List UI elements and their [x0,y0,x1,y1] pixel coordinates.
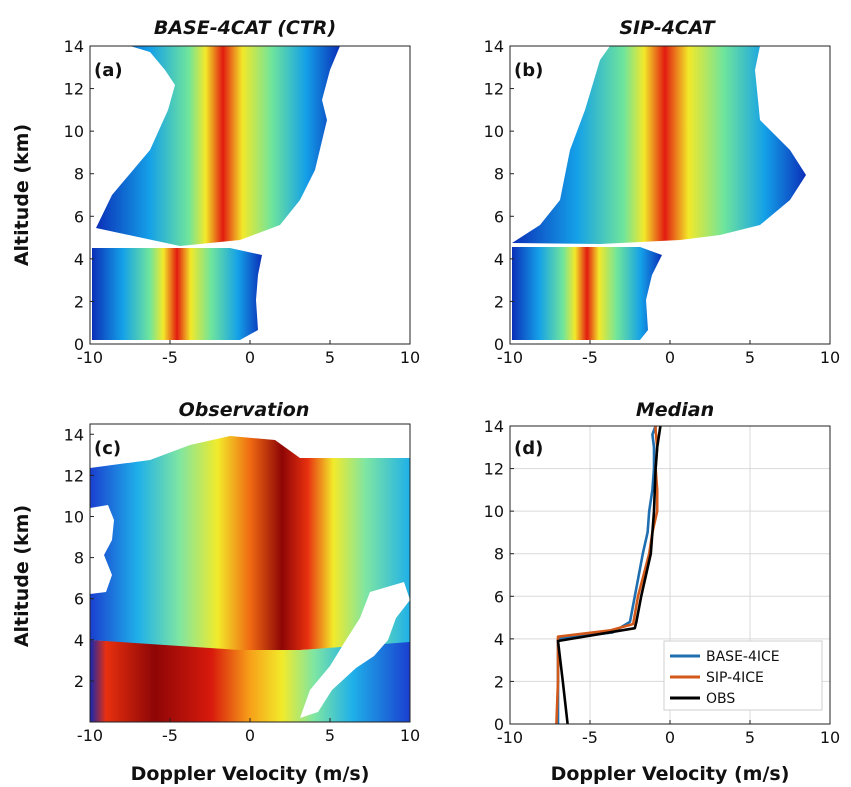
panel-a-xtick-label: 5 [325,348,335,367]
panel-d-ytick-label: 0 [494,715,504,734]
panel-a-xtick-label: 0 [245,348,255,367]
panel-c-xtick-label: 0 [245,726,255,745]
panel-d-xtick-label: 5 [745,728,755,747]
panel-c-ytick-label: 6 [74,590,84,609]
panel-c-label: (c) [94,438,121,459]
panel-d-ytick-label: 14 [484,417,504,436]
panel-d-xtick-label: 0 [665,728,675,747]
panel-c-xlabel: Doppler Velocity (m/s) [131,763,370,785]
panel-a-axes: -10 -5 0 5 10 0 2 4 6 8 10 12 14 [64,37,421,367]
panel-d-xlabel: Doppler Velocity (m/s) [551,763,790,785]
legend-entry: SIP-4ICE [706,670,764,686]
panel-b-xtick-label: -10 [497,348,523,367]
panel-a-upper-density [96,46,340,246]
panel-b-heatmap [512,46,806,340]
panel-d-legend: BASE-4ICE SIP-4ICE OBS [663,640,823,711]
panel-a-ytick-label: 4 [74,250,84,269]
panel-a-ylabel: Altitude (km) [11,124,33,266]
panel-c-ytick-label: 10 [64,507,84,526]
panel-d-ytick-label: 8 [494,545,504,564]
panel-c-ytick-label: 14 [64,425,84,444]
panel-c-ytick-label: 12 [64,466,84,485]
panel-b-xtick-label: 5 [745,348,755,367]
panel-b-xtick-label: -5 [582,348,598,367]
panel-b-ytick-label: 10 [484,122,504,141]
panel-a-heatmap [90,46,340,340]
legend-entry: BASE-4ICE [706,649,780,665]
panel-b-ytick-label: 12 [484,80,504,99]
panel-a-xtick-label: 10 [400,348,420,367]
panel-a-ytick-label: 2 [74,292,84,311]
panel-c-white-patch-right [300,582,410,718]
panel-c: Observation (c) -10 -5 0 5 10 2 4 6 8 10 12 14 Alti… [11,399,420,785]
panel-c-ylabel: Altitude (km) [11,505,33,647]
panel-c-heatmap [90,436,410,722]
panel-a-ytick-label: 8 [74,165,84,184]
panel-a-label: (a) [94,60,123,81]
panel-b-title: SIP-4CAT [619,17,716,39]
panel-b: SIP-4CAT (b) -10 -5 0 5 10 0 2 4 6 8 10 12 14 [484,17,841,367]
panel-b-ytick-label: 2 [494,292,504,311]
panel-d-ytick-label: 12 [484,460,504,479]
panel-a-lower-density [92,248,262,340]
panel-c-axes: -10 -5 0 5 10 2 4 6 8 10 12 14 [64,425,421,745]
panel-b-upper-density [512,46,806,244]
panel-b-ytick-label: 4 [494,250,504,269]
series-line-obs [556,425,662,725]
panel-d-axes: -10 -5 0 5 10 0 2 4 6 8 10 12 14 [484,417,841,747]
panel-b-label: (b) [514,60,543,81]
panel-d-xtick-label: -5 [582,728,598,747]
panel-c-ytick-label: 8 [74,549,84,568]
panel-d: Median (d) -10 -5 0 5 10 0 2 4 6 8 10 12 14 BASE-4IC… [484,399,841,785]
panel-b-ytick-label: 8 [494,165,504,184]
panel-b-ytick-label: 6 [494,207,504,226]
panel-b-lower-density [512,247,662,340]
panel-b-ytick-label: 0 [494,335,504,354]
panel-b-ytick-label: 14 [484,37,504,56]
panel-c-white-patch-left [90,505,114,594]
panel-a-ytick-label: 6 [74,207,84,226]
panel-b-axes: -10 -5 0 5 10 0 2 4 6 8 10 12 14 [484,37,841,367]
panel-a-ytick-label: 0 [74,335,84,354]
panel-c-upper-density [90,436,410,652]
series-line-sip-4ice [555,426,659,725]
series-line-base-4ice [556,425,657,724]
panel-a-blank-top-left [90,64,158,126]
panel-c-ytick-label: 2 [74,672,84,691]
panel-c-xtick-label: 10 [400,726,420,745]
panel-a-ytick-label: 10 [64,122,84,141]
panel-d-ytick-label: 2 [494,672,504,691]
legend-entry: OBS [706,691,735,707]
panel-d-ytick-label: 4 [494,630,504,649]
panel-a-ytick-label: 14 [64,37,84,56]
panel-d-title: Median [636,399,714,421]
panel-d-ytick-label: 6 [494,587,504,606]
panel-c-xtick-label: -10 [77,726,103,745]
panel-c-xtick-label: -5 [162,726,178,745]
panel-a-xtick-label: -5 [162,348,178,367]
panel-b-xtick-label: 0 [665,348,675,367]
panel-a-title: BASE-4CAT (CTR) [154,17,336,39]
panel-c-lower-density [90,640,410,722]
panel-c-ytick-label: 4 [74,631,84,650]
panel-b-xtick-label: 10 [820,348,840,367]
panel-d-lines [555,425,662,725]
panel-a: BASE-4CAT (CTR) (a) -10 -5 0 5 10 0 2 4 6 8 10 12 14… [11,17,420,367]
panel-d-ytick-label: 10 [484,502,504,521]
panel-d-label: (d) [514,438,543,459]
panel-d-xtick-label: -10 [497,728,523,747]
panel-c-title: Observation [179,399,310,421]
panel-a-xtick-label: -10 [77,348,103,367]
panel-d-xtick-label: 10 [820,728,840,747]
panel-c-xtick-label: 5 [325,726,335,745]
panel-a-ytick-label: 12 [64,80,84,99]
